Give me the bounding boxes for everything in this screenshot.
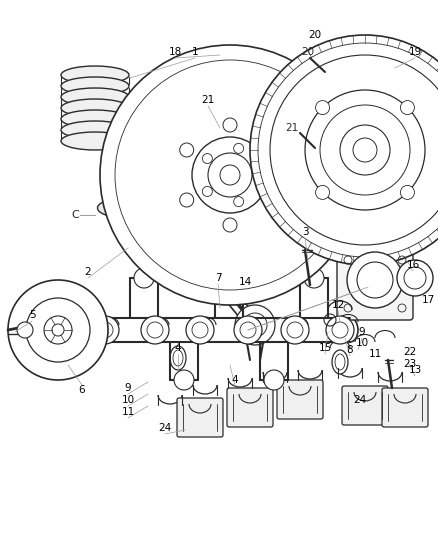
Circle shape (17, 322, 33, 338)
Ellipse shape (61, 110, 129, 128)
Text: 4: 4 (232, 375, 238, 385)
Circle shape (233, 197, 244, 207)
Text: 11: 11 (121, 407, 134, 417)
Ellipse shape (61, 88, 129, 106)
Circle shape (315, 185, 329, 199)
Circle shape (233, 143, 244, 154)
FancyBboxPatch shape (129, 224, 191, 246)
Circle shape (264, 370, 284, 390)
Circle shape (8, 280, 108, 380)
Text: 19: 19 (408, 47, 422, 57)
Text: 17: 17 (421, 295, 434, 305)
Circle shape (326, 316, 354, 344)
Circle shape (171, 226, 199, 254)
Text: 2: 2 (85, 267, 91, 277)
FancyBboxPatch shape (177, 398, 223, 437)
Circle shape (219, 268, 239, 288)
Ellipse shape (140, 149, 170, 201)
Circle shape (347, 252, 403, 308)
Circle shape (91, 316, 119, 344)
Circle shape (304, 268, 324, 288)
Circle shape (134, 268, 154, 288)
Circle shape (266, 143, 280, 157)
Text: 9: 9 (125, 383, 131, 393)
Text: 11: 11 (368, 349, 381, 359)
Circle shape (250, 35, 438, 265)
Text: 4: 4 (175, 343, 181, 353)
Text: 22: 22 (403, 347, 417, 357)
Text: 21: 21 (286, 123, 299, 133)
Circle shape (400, 185, 414, 199)
Text: 16: 16 (406, 260, 420, 270)
Text: 10: 10 (356, 338, 368, 348)
Text: 5: 5 (28, 310, 35, 320)
Circle shape (266, 193, 280, 207)
Text: 8: 8 (347, 345, 353, 355)
Circle shape (174, 370, 194, 390)
FancyBboxPatch shape (227, 388, 273, 427)
Ellipse shape (61, 66, 129, 84)
Text: 10: 10 (121, 395, 134, 405)
Text: 20: 20 (301, 47, 314, 57)
Ellipse shape (170, 346, 186, 370)
Circle shape (234, 316, 262, 344)
Text: 6: 6 (79, 385, 85, 395)
Ellipse shape (169, 92, 216, 128)
Circle shape (223, 118, 237, 132)
Circle shape (202, 154, 212, 164)
Circle shape (186, 316, 214, 344)
Ellipse shape (290, 149, 320, 201)
Circle shape (235, 305, 275, 345)
Ellipse shape (98, 199, 142, 217)
Circle shape (180, 193, 194, 207)
Text: 23: 23 (403, 359, 417, 369)
Circle shape (141, 316, 169, 344)
Text: 20: 20 (308, 30, 321, 40)
Circle shape (223, 218, 237, 232)
Circle shape (400, 101, 414, 115)
Ellipse shape (169, 222, 216, 259)
Circle shape (397, 260, 433, 296)
Ellipse shape (61, 77, 129, 95)
Text: 9: 9 (359, 327, 365, 337)
Circle shape (315, 101, 329, 115)
Ellipse shape (244, 92, 291, 128)
Ellipse shape (61, 132, 129, 150)
Circle shape (281, 316, 309, 344)
Text: 13: 13 (408, 365, 422, 375)
Text: 15: 15 (318, 343, 332, 353)
Ellipse shape (61, 121, 129, 139)
Text: 3: 3 (302, 227, 308, 237)
Text: 7: 7 (215, 273, 221, 283)
Circle shape (253, 170, 263, 180)
Circle shape (202, 187, 212, 197)
Ellipse shape (149, 195, 171, 211)
Text: 18: 18 (168, 47, 182, 57)
Ellipse shape (61, 99, 129, 117)
Text: 21: 21 (201, 95, 215, 105)
FancyBboxPatch shape (382, 388, 428, 427)
Text: 1: 1 (192, 47, 198, 57)
Text: 24: 24 (353, 395, 367, 405)
Circle shape (100, 45, 360, 305)
Text: 24: 24 (159, 423, 172, 433)
FancyBboxPatch shape (342, 386, 388, 425)
FancyBboxPatch shape (277, 380, 323, 419)
Text: 12: 12 (332, 300, 345, 310)
Ellipse shape (332, 350, 348, 374)
Text: 14: 14 (238, 277, 251, 287)
Circle shape (180, 143, 194, 157)
FancyBboxPatch shape (337, 249, 413, 320)
Text: C: C (71, 210, 79, 220)
Ellipse shape (244, 222, 291, 259)
FancyBboxPatch shape (126, 165, 194, 227)
